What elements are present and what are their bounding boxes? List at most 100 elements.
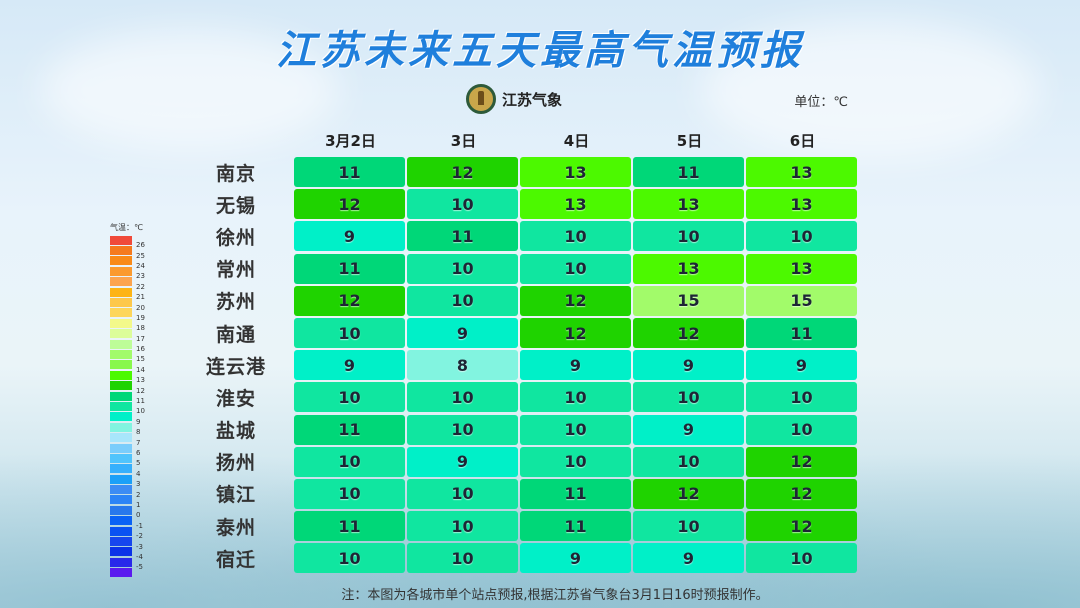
- temperature-cell: 10: [633, 221, 744, 252]
- legend-item: 8: [110, 422, 145, 436]
- column-header: 3月2日: [325, 132, 376, 150]
- legend-label: 14: [136, 365, 145, 374]
- temperature-cell: 13: [633, 253, 744, 284]
- temperature-cell: 10: [520, 253, 631, 284]
- legend-swatch: [110, 318, 132, 328]
- temperature-cell: 10: [520, 221, 631, 252]
- table-row: 淮安 10 10 10 10 10: [200, 381, 859, 413]
- legend-label: 0: [136, 511, 141, 520]
- legend-item: [110, 568, 145, 578]
- temperature-cell: 10: [294, 318, 405, 349]
- legend-item: 1: [110, 495, 145, 509]
- legend-label: 18: [136, 324, 145, 333]
- legend-label: 3: [136, 480, 141, 489]
- legend-item: -3: [110, 536, 145, 551]
- legend-item: 11: [110, 391, 145, 405]
- legend-swatch: [110, 391, 132, 401]
- legend-swatch: [110, 412, 132, 422]
- temperature-cell: 11: [294, 253, 405, 284]
- legend-item: 22: [110, 277, 145, 291]
- background-cloud: [40, 30, 340, 150]
- city-name: 徐州: [215, 226, 256, 249]
- legend-label: 24: [136, 261, 145, 270]
- legend-label: -2: [136, 532, 143, 541]
- legend-swatch: [110, 246, 132, 256]
- legend-swatch: [110, 516, 132, 526]
- city-name: 苏州: [215, 291, 256, 314]
- temperature-cell: 15: [633, 285, 744, 316]
- temperature-cell: 10: [407, 414, 518, 445]
- column-header: 3日: [450, 132, 477, 150]
- city-name: 镇江: [215, 484, 256, 507]
- temperature-cell: 10: [407, 253, 518, 284]
- temperature-table: 3月2日 3日 4日 5日 6日 南京 11 12 13 11 13 无锡 12 10 13 13 13 徐州 9…: [200, 130, 859, 574]
- legend-swatch: [110, 256, 132, 266]
- legend-swatch: [110, 495, 132, 505]
- legend-swatch: [110, 537, 132, 547]
- legend-swatch: [110, 339, 132, 349]
- temperature-cell: 10: [294, 478, 405, 509]
- legend-label: 8: [136, 428, 141, 437]
- legend-swatch: [110, 298, 132, 308]
- table-row: 镇江 10 10 11 12 12: [200, 478, 859, 510]
- legend-item: 19: [110, 308, 145, 322]
- temperature-cell: 9: [633, 543, 744, 574]
- legend-label: 20: [136, 303, 145, 312]
- temperature-cell: 10: [746, 414, 857, 445]
- temperature-cell: 10: [633, 446, 744, 477]
- column-headers: 3月2日 3日 4日 5日 6日: [294, 130, 859, 156]
- legend-item: 23: [110, 266, 145, 280]
- temperature-cell: 12: [520, 285, 631, 316]
- temperature-cell: 10: [294, 446, 405, 477]
- city-name: 盐城: [215, 420, 256, 443]
- legend-label: 12: [136, 386, 145, 395]
- temperature-cell: 12: [294, 189, 405, 220]
- legend-swatch: [110, 526, 132, 536]
- legend-title: 气温：℃: [110, 223, 143, 232]
- legend-item: 3: [110, 474, 145, 488]
- table-row: 南通 10 9 12 12 11: [200, 317, 859, 349]
- legend-label: 16: [136, 345, 145, 354]
- legend-label: 26: [136, 241, 145, 250]
- legend-label: 22: [136, 282, 145, 291]
- temperature-cell: 9: [407, 318, 518, 349]
- legend-item: 17: [110, 329, 145, 343]
- temperature-cell: 11: [294, 414, 405, 445]
- table-row: 南京 11 12 13 11 13: [200, 156, 859, 188]
- city-name: 南通: [215, 323, 256, 346]
- legend-item: 4: [110, 464, 145, 478]
- temperature-cell: 12: [520, 318, 631, 349]
- column-header: 5日: [676, 132, 703, 150]
- table-row: 苏州 12 10 12 15 15: [200, 285, 859, 317]
- temperature-cell: 11: [407, 221, 518, 252]
- temperature-cell: 10: [407, 285, 518, 316]
- legend-label: -3: [136, 542, 143, 551]
- legend-label: 25: [136, 251, 145, 260]
- legend-label: 7: [136, 438, 141, 447]
- legend-swatch: [110, 381, 132, 391]
- legend-item: -4: [110, 547, 145, 561]
- temperature-cell: 9: [633, 414, 744, 445]
- temperature-cell: 12: [746, 478, 857, 509]
- table-row: 徐州 9 11 10 10 10: [200, 220, 859, 252]
- temperature-cell: 10: [407, 189, 518, 220]
- legend-item: 16: [110, 339, 145, 353]
- temperature-cell: 12: [746, 446, 857, 477]
- legend-swatch: [110, 547, 132, 557]
- table-row: 连云港 9 8 9 9 9: [200, 349, 859, 381]
- legend-item: 12: [110, 380, 145, 395]
- legend-item: 13: [110, 370, 145, 384]
- temperature-cell: 15: [746, 285, 857, 316]
- city-name: 泰州: [215, 516, 256, 539]
- legend-label: -5: [136, 563, 143, 572]
- temperature-cell: 13: [520, 189, 631, 220]
- background-cloud: [700, 20, 1040, 160]
- temperature-cell: 10: [407, 543, 518, 574]
- legend-swatch: [110, 443, 132, 453]
- legend-swatch: [110, 568, 132, 578]
- legend-swatch: [110, 277, 132, 287]
- temperature-cell: 9: [294, 350, 405, 381]
- color-legend: 气温：℃ 26 25 24 23 22 21 20 19 18 17 16 15 14 13 12 11 10 9…: [110, 222, 145, 578]
- footnote: 注：本图为各城市单个站点预报,根据江苏省气象台3月1日16时预报制作。: [341, 588, 769, 603]
- legend-item: 2: [110, 484, 145, 499]
